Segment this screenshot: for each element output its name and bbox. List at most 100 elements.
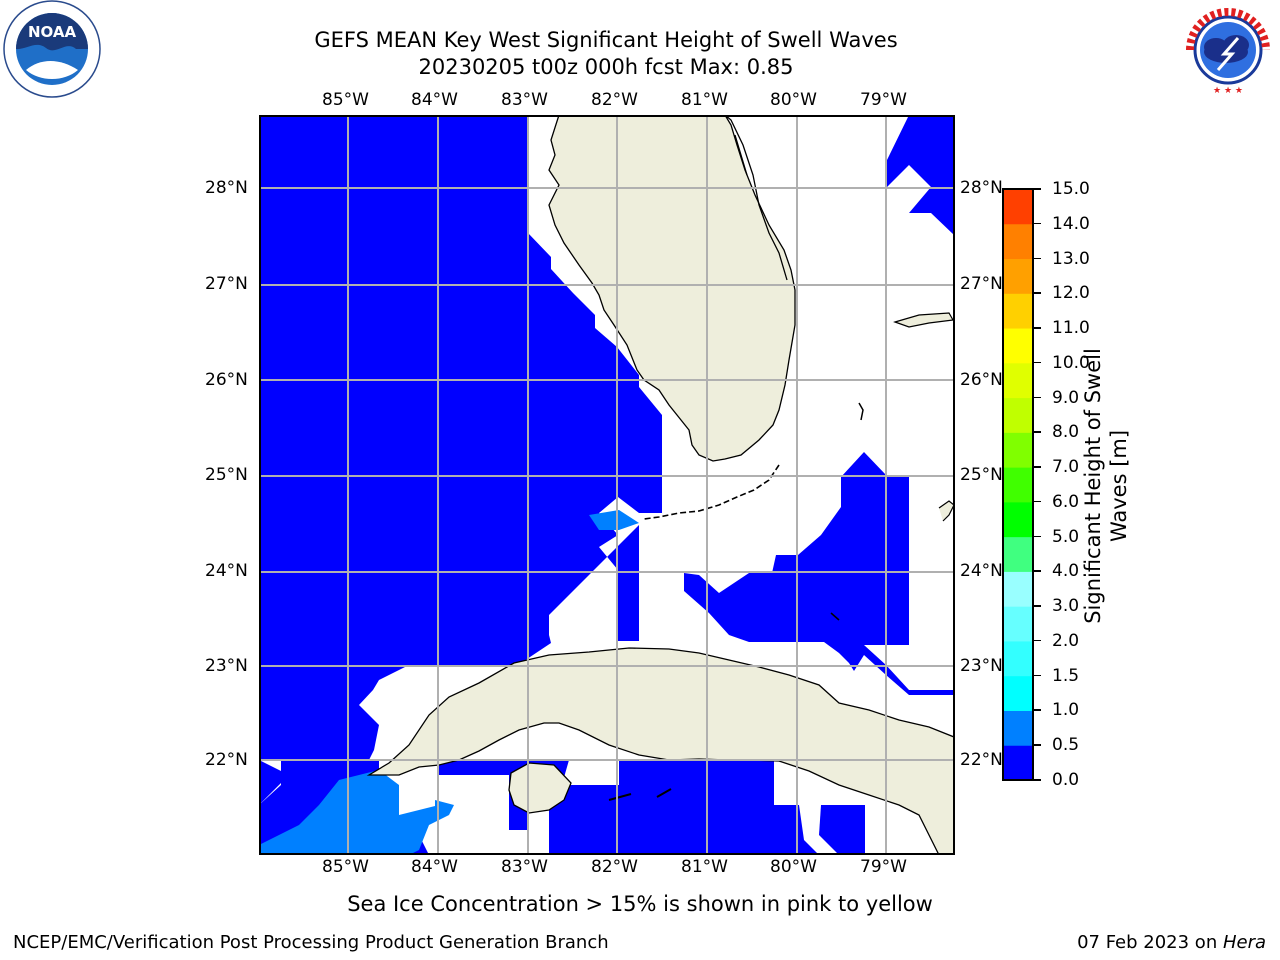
lat-tick-right: 24°N	[960, 561, 1003, 581]
lat-tick-right: 26°N	[960, 370, 1003, 390]
lat-tick-left: 27°N	[205, 274, 248, 294]
lat-tick-left: 24°N	[205, 561, 248, 581]
colorbar-tick-mark	[1034, 466, 1041, 468]
colorbar-tick-mark	[1034, 779, 1041, 781]
footer-date: 07 Feb 2023 on	[1077, 932, 1223, 953]
colorbar-swatch	[1003, 501, 1033, 538]
lat-tick-right: 27°N	[960, 274, 1003, 294]
colorbar-tick-mark	[1034, 396, 1041, 399]
colorbar-tick-label: 5.0	[1052, 526, 1080, 547]
colorbar-tick-mark	[1034, 188, 1041, 190]
colorbar-tick-mark	[1034, 222, 1041, 225]
colorbar-swatch	[1003, 536, 1033, 572]
land-florida	[548, 115, 796, 462]
colorbar-swatch	[1003, 223, 1033, 260]
lat-tick-left: 22°N	[205, 750, 248, 770]
lat-tick-right: 28°N	[960, 178, 1003, 198]
colorbar-tick-mark	[1034, 570, 1041, 572]
small-islands	[608, 788, 672, 801]
colorbar-label-line2: Waves [m]	[1107, 429, 1131, 543]
colorbar-tick-label: 12.0	[1052, 283, 1090, 304]
land-cuba	[366, 647, 955, 855]
lon-tick-top: 81°W	[681, 90, 728, 110]
colorbar-tick-label: 8.0	[1052, 422, 1080, 443]
swell-map	[259, 115, 955, 855]
colorbar-tick-mark	[1034, 535, 1041, 538]
colorbar-tick-label: 2.0	[1052, 630, 1080, 651]
map-frame	[259, 115, 955, 855]
lon-tick-top: 83°W	[501, 90, 548, 110]
noaa-logo-text: NOAA	[28, 23, 77, 41]
colorbar-tick-label: 9.0	[1052, 387, 1080, 408]
colorbar-tick-label: 10.0	[1052, 352, 1090, 373]
lon-tick-bottom: 85°W	[322, 857, 369, 877]
lon-tick-top: 85°W	[322, 90, 369, 110]
lat-tick-right: 22°N	[960, 750, 1003, 770]
colorbar-tick-mark	[1034, 674, 1041, 677]
colorbar-swatch	[1003, 258, 1033, 294]
svg-text:★ ★ ★: ★ ★ ★	[1213, 86, 1243, 96]
lon-tick-bottom: 82°W	[591, 857, 638, 877]
colorbar-tick-label: 11.0	[1052, 318, 1090, 339]
colorbar-swatch	[1003, 397, 1033, 433]
lon-tick-bottom: 83°W	[501, 857, 548, 877]
sea-ice-note: Sea Ice Concentration > 15% is shown in …	[347, 892, 933, 916]
lon-tick-bottom: 81°W	[681, 857, 728, 877]
colorbar-tick-mark	[1034, 257, 1041, 260]
colorbar-tick-mark	[1034, 500, 1041, 503]
lon-tick-top: 84°W	[411, 90, 458, 110]
colorbar-tick-label: 1.0	[1052, 700, 1080, 721]
colorbar-tick-mark	[1034, 361, 1041, 364]
colorbar-tick-label: 13.0	[1052, 248, 1090, 269]
colorbar-swatch	[1003, 362, 1033, 399]
colorbar-tick-label: 1.5	[1052, 665, 1080, 686]
lon-tick-bottom: 80°W	[770, 857, 817, 877]
colorbar-swatch	[1003, 675, 1033, 711]
lon-tick-top: 82°W	[591, 90, 638, 110]
lat-tick-left: 25°N	[205, 465, 248, 485]
colorbar-tick-mark	[1034, 639, 1041, 642]
lat-tick-right: 25°N	[960, 465, 1003, 485]
colorbar-tick-mark	[1034, 744, 1041, 746]
lat-tick-left: 26°N	[205, 370, 248, 390]
colorbar-tick-mark	[1034, 327, 1041, 329]
swell-field-mid	[259, 510, 639, 855]
colorbar	[1002, 188, 1034, 781]
florida-keys	[643, 464, 780, 520]
colorbar-swatch	[1003, 189, 1033, 225]
colorbar-swatch	[1003, 606, 1033, 642]
colorbar-tick-label: 4.0	[1052, 561, 1080, 582]
colorbar-swatch	[1003, 745, 1033, 781]
colorbar-tick-mark	[1034, 431, 1041, 433]
colorbar-swatch	[1003, 432, 1033, 468]
footer-machine: Hera	[1222, 932, 1266, 953]
colorbar-swatch	[1003, 293, 1033, 329]
colorbar-tick-mark	[1034, 292, 1041, 294]
colorbar-swatch	[1003, 640, 1033, 677]
colorbar-tick-label: 3.0	[1052, 596, 1080, 617]
colorbar-swatch	[1003, 328, 1033, 364]
lat-tick-right: 23°N	[960, 656, 1003, 676]
noaa-logo: NOAA	[3, 0, 101, 98]
colorbar-label-line1: Significant Height of Swell	[1081, 348, 1105, 624]
graticule	[259, 115, 955, 855]
colorbar-swatch	[1003, 571, 1033, 607]
lon-tick-top: 79°W	[860, 90, 907, 110]
footer-right: 07 Feb 2023 on Hera	[1077, 932, 1266, 954]
chart-title: GEFS MEAN Key West Significant Height of…	[314, 28, 898, 52]
colorbar-tick-label: 7.0	[1052, 457, 1080, 478]
lat-tick-left: 23°N	[205, 656, 248, 676]
colorbar-swatch	[1003, 467, 1033, 503]
nws-logo: ★ ★ ★	[1181, 3, 1275, 97]
colorbar-tick-label: 15.0	[1052, 179, 1090, 199]
lon-tick-bottom: 84°W	[411, 857, 458, 877]
chart-subtitle: 20230205 t00z 000h fcst Max: 0.85	[418, 55, 794, 79]
colorbar-swatch	[1003, 710, 1033, 746]
colorbar-tick-label: 0.0	[1052, 770, 1080, 790]
lon-tick-bottom: 79°W	[860, 857, 907, 877]
colorbar-tick-mark	[1034, 605, 1041, 607]
colorbar-tick-mark	[1034, 709, 1041, 711]
colorbar-tick-label: 0.5	[1052, 735, 1080, 756]
lon-tick-top: 80°W	[770, 90, 817, 110]
colorbar-tick-label: 14.0	[1052, 213, 1090, 234]
